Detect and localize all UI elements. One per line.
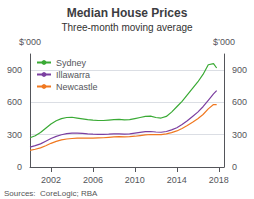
svg-text:0: 0 xyxy=(17,162,22,172)
svg-text:2010: 2010 xyxy=(125,175,145,185)
svg-text:300: 300 xyxy=(232,130,247,140)
svg-text:2002: 2002 xyxy=(41,175,61,185)
svg-text:900: 900 xyxy=(232,65,247,75)
svg-text:Median House Prices: Median House Prices xyxy=(67,6,188,20)
svg-text:Sources: CoreLogic; RBA: Sources: CoreLogic; RBA xyxy=(4,189,98,198)
svg-text:2014: 2014 xyxy=(167,175,187,185)
svg-text:300: 300 xyxy=(7,130,22,140)
svg-text:$’000: $’000 xyxy=(19,37,41,47)
svg-text:600: 600 xyxy=(7,97,22,107)
svg-text:Sydney: Sydney xyxy=(56,58,87,68)
svg-text:600: 600 xyxy=(232,97,247,107)
svg-text:900: 900 xyxy=(7,65,22,75)
svg-text:$’000: $’000 xyxy=(213,37,235,47)
svg-text:Illawarra: Illawarra xyxy=(56,70,90,80)
svg-text:0: 0 xyxy=(232,162,237,172)
svg-text:2006: 2006 xyxy=(83,175,103,185)
svg-text:Three-month moving average: Three-month moving average xyxy=(61,22,193,33)
svg-text:Newcastle: Newcastle xyxy=(56,82,98,92)
svg-text:2018: 2018 xyxy=(209,175,229,185)
